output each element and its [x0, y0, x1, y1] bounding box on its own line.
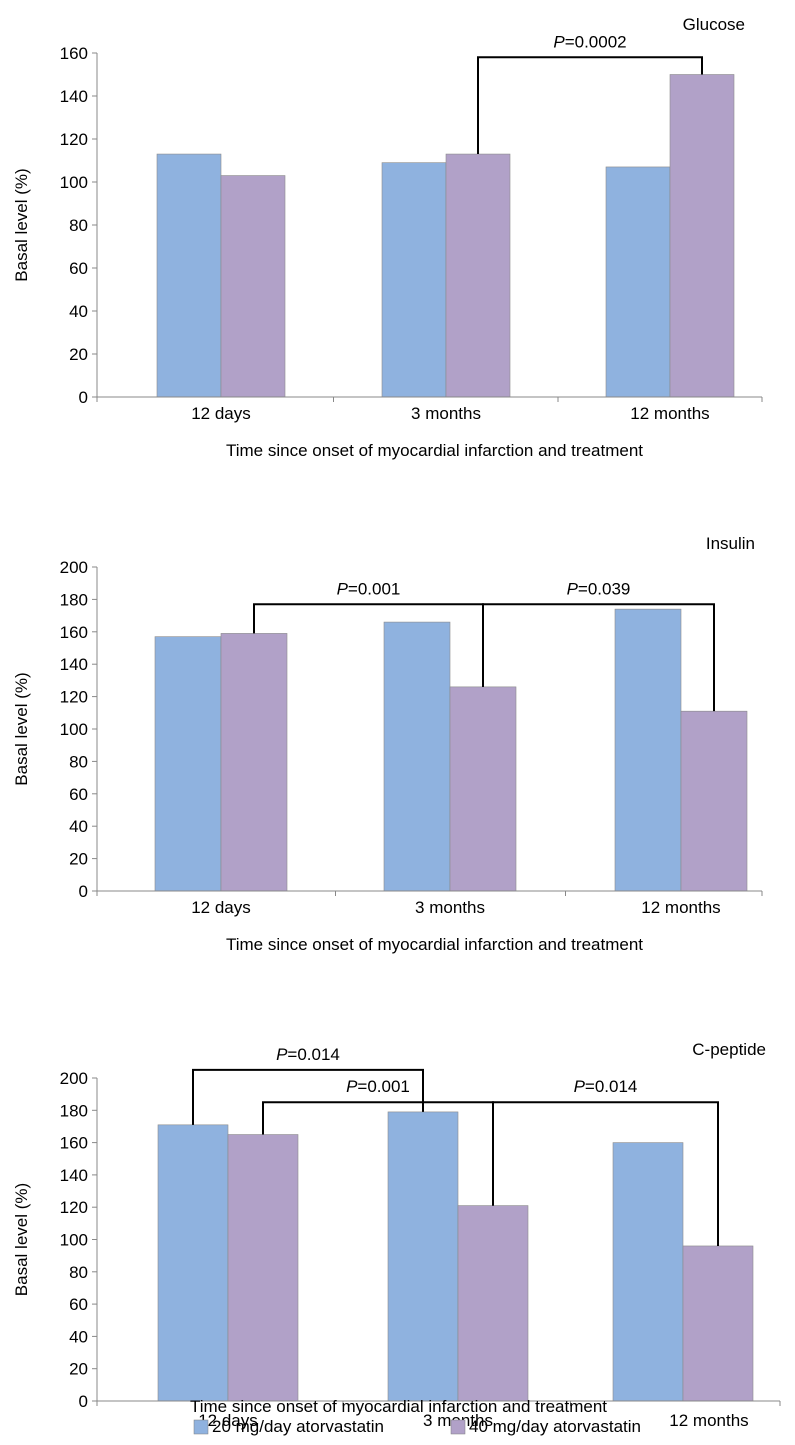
bar-40mg-0 — [220, 175, 286, 398]
x-tick-label: 12 months — [630, 404, 709, 423]
p-symbol: P — [574, 1077, 586, 1096]
bar-20mg-0 — [157, 1124, 229, 1402]
bar-40mg-2 — [682, 1245, 754, 1402]
bar-40mg-1 — [457, 1205, 529, 1402]
x-axis-label: Time since onset of myocardial infarctio… — [226, 441, 643, 460]
y-tick-label: 100 — [60, 173, 88, 192]
y-tick-label: 120 — [60, 688, 88, 707]
x-tick-label: 12 months — [669, 1411, 748, 1430]
y-tick-label: 40 — [69, 817, 88, 836]
y-tick-label: 100 — [60, 1231, 88, 1250]
y-tick-label: 20 — [69, 850, 88, 869]
bar-20mg-1 — [387, 1111, 459, 1402]
y-axis-label: Basal level (%) — [12, 168, 31, 281]
legend-label-40mg: 40 mg/day atorvastatin — [469, 1417, 641, 1436]
x-tick-label: 3 months — [411, 404, 481, 423]
y-tick-label: 60 — [69, 785, 88, 804]
significance-bracket — [192, 1068, 424, 1125]
bar-20mg-2 — [605, 166, 671, 398]
p-value-label: P=0.014 — [574, 1077, 638, 1096]
y-tick-label: 140 — [60, 655, 88, 674]
y-tick-label: 60 — [69, 259, 88, 278]
bar-40mg-2 — [680, 710, 748, 892]
y-tick-label: 180 — [60, 1101, 88, 1120]
legend: 20 mg/day atorvastatin 40 mg/day atorvas… — [193, 1417, 641, 1436]
bar-20mg-2 — [614, 608, 682, 892]
y-tick-label: 160 — [60, 1134, 88, 1153]
y-tick-label: 40 — [69, 302, 88, 321]
p-value: =0.014 — [585, 1077, 637, 1096]
y-tick-label: 100 — [60, 720, 88, 739]
y-tick-label: 20 — [69, 1360, 88, 1379]
p-value-label: P=0.039 — [567, 579, 631, 598]
y-tick-label: 200 — [60, 1069, 88, 1088]
y-axis-label: Basal level (%) — [12, 672, 31, 785]
p-value-label: P=0.0002 — [553, 32, 626, 51]
y-tick-label: 180 — [60, 590, 88, 609]
p-symbol: P — [346, 1077, 358, 1096]
p-value-label: P=0.001 — [346, 1077, 410, 1096]
p-value: =0.039 — [578, 579, 630, 598]
legend-label-20mg: 20 mg/day atorvastatin — [212, 1417, 384, 1436]
y-tick-label: 200 — [60, 558, 88, 577]
y-tick-label: 140 — [60, 87, 88, 106]
p-value: =0.014 — [287, 1045, 339, 1064]
bar-40mg-0 — [220, 633, 288, 892]
bar-20mg-0 — [156, 153, 222, 398]
y-tick-label: 140 — [60, 1166, 88, 1185]
significance-bracket — [482, 603, 715, 712]
x-tick-label: 12 months — [641, 898, 720, 917]
x-tick-label: 3 months — [415, 898, 485, 917]
x-axis-label: Time since onset of myocardial infarctio… — [226, 935, 643, 954]
y-tick-label: 0 — [79, 882, 88, 901]
y-tick-label: 80 — [69, 216, 88, 235]
y-tick-label: 160 — [60, 623, 88, 642]
legend-swatch-40mg — [450, 1419, 466, 1435]
x-tick-label: 12 days — [191, 898, 251, 917]
y-tick-label: 160 — [60, 44, 88, 63]
y-tick-label: 0 — [79, 1392, 88, 1411]
y-tick-label: 120 — [60, 130, 88, 149]
x-axis-label: Time since onset of myocardial infarctio… — [190, 1397, 607, 1416]
y-tick-label: 120 — [60, 1198, 88, 1217]
significance-bracket — [477, 56, 703, 155]
bar-40mg-1 — [445, 153, 511, 398]
y-tick-label: 60 — [69, 1295, 88, 1314]
legend-swatch-20mg — [193, 1419, 209, 1435]
p-value: =0.001 — [348, 579, 400, 598]
p-symbol: P — [567, 579, 579, 598]
p-symbol: P — [276, 1045, 288, 1064]
p-value-label: P=0.001 — [337, 579, 401, 598]
p-symbol: P — [337, 579, 349, 598]
p-symbol: P — [553, 32, 565, 51]
panel-title: Glucose — [683, 15, 745, 34]
p-value: =0.001 — [357, 1077, 409, 1096]
bar-20mg-2 — [612, 1142, 684, 1402]
y-tick-label: 80 — [69, 1263, 88, 1282]
x-tick-label: 12 days — [191, 404, 251, 423]
panel-insulin: 0 20 40 60 80 100 120 140 160 180 200 12 days 3 mont… — [12, 534, 763, 954]
y-tick-label: 80 — [69, 752, 88, 771]
y-tick-label: 40 — [69, 1327, 88, 1346]
bar-20mg-1 — [381, 162, 447, 398]
y-axis-label: Basal level (%) — [12, 1183, 31, 1296]
bar-40mg-0 — [227, 1134, 299, 1402]
bar-20mg-0 — [154, 636, 222, 892]
x-tick-label: 12 days — [198, 1411, 258, 1430]
bar-40mg-1 — [449, 686, 517, 892]
y-tick-label: 0 — [79, 388, 88, 407]
significance-bracket — [492, 1101, 719, 1246]
y-tick-label: 20 — [69, 345, 88, 364]
bar-40mg-2 — [669, 74, 735, 398]
panel-glucose: 0 20 40 60 80 100 120 140 160 12 days 3 months 12 m… — [12, 15, 763, 460]
p-value: =0.0002 — [565, 32, 627, 51]
p-value-label: P=0.014 — [276, 1045, 340, 1064]
panel-title: C-peptide — [692, 1040, 766, 1059]
panel-title: Insulin — [706, 534, 755, 553]
bar-20mg-1 — [383, 621, 451, 892]
